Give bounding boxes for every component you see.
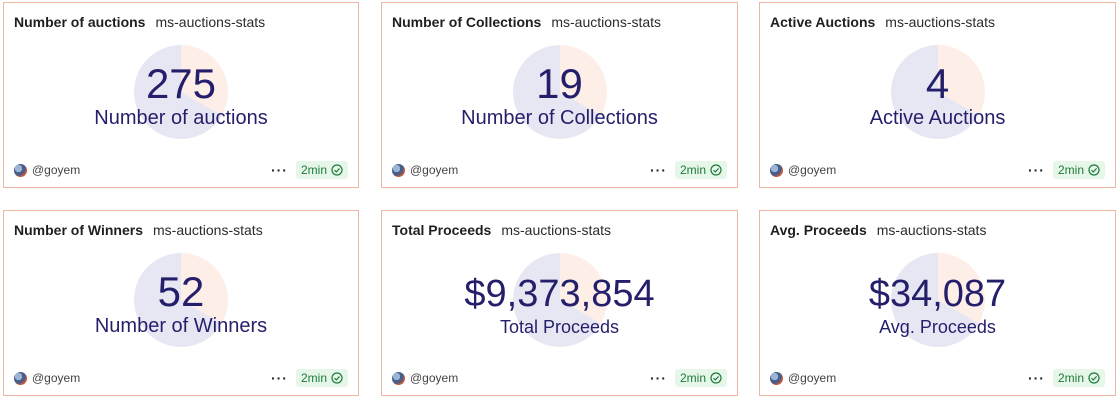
refresh-interval: 2min bbox=[679, 163, 706, 177]
metric-label: Total Proceeds bbox=[499, 317, 620, 337]
refresh-status-badge[interactable]: 2min bbox=[295, 161, 348, 179]
more-options-icon[interactable]: ··· bbox=[1027, 162, 1045, 178]
refresh-interval: 2min bbox=[300, 371, 327, 385]
refresh-interval: 2min bbox=[679, 371, 706, 385]
metric-label: Number of Collections bbox=[461, 107, 658, 129]
card-header: Active Auctions ms-auctions-stats bbox=[770, 14, 1105, 30]
card-footer-actions: ··· 2min bbox=[650, 161, 727, 179]
refresh-interval: 2min bbox=[1057, 163, 1084, 177]
card-title[interactable]: Number of auctions bbox=[14, 14, 146, 30]
value-backdrop-circle bbox=[512, 45, 607, 139]
stat-card-avg-proceeds[interactable]: Avg. Proceeds ms-auctions-stats $34,087 … bbox=[759, 210, 1116, 396]
avatar bbox=[392, 371, 405, 385]
avatar bbox=[770, 163, 783, 177]
metric-value: $34,087 bbox=[868, 273, 1007, 315]
check-circle-icon bbox=[331, 164, 343, 176]
value-backdrop-circle bbox=[134, 253, 228, 347]
metric-value: 52 bbox=[157, 268, 205, 315]
author-name: @goyem bbox=[788, 163, 837, 177]
check-circle-icon bbox=[1088, 372, 1100, 384]
card-footer-actions: ··· 2min bbox=[1028, 369, 1105, 387]
refresh-interval: 2min bbox=[1057, 371, 1084, 385]
more-options-icon[interactable]: ··· bbox=[649, 370, 667, 386]
card-footer-actions: ··· 2min bbox=[650, 369, 727, 387]
check-circle-icon bbox=[1088, 164, 1100, 176]
card-header: Total Proceeds ms-auctions-stats bbox=[392, 222, 727, 238]
refresh-status-badge[interactable]: 2min bbox=[674, 161, 727, 179]
metric-label: Number of auctions bbox=[94, 107, 268, 129]
card-subtitle[interactable]: ms-auctions-stats bbox=[876, 222, 987, 238]
metric-value: 19 bbox=[536, 60, 583, 107]
check-circle-icon bbox=[710, 372, 722, 384]
author-name: @goyem bbox=[32, 163, 81, 177]
value-backdrop-circle bbox=[512, 253, 607, 347]
card-title[interactable]: Active Auctions bbox=[770, 14, 876, 30]
card-header: Avg. Proceeds ms-auctions-stats bbox=[770, 222, 1105, 238]
card-author[interactable]: @goyem bbox=[392, 371, 458, 385]
stat-card-number-of-collections[interactable]: Number of Collections ms-auctions-stats … bbox=[381, 2, 738, 188]
author-name: @goyem bbox=[410, 163, 459, 177]
card-header: Number of Winners ms-auctions-stats bbox=[14, 222, 348, 238]
more-options-icon[interactable]: ··· bbox=[1027, 370, 1045, 386]
card-author[interactable]: @goyem bbox=[14, 163, 80, 177]
card-author[interactable]: @goyem bbox=[392, 163, 458, 177]
card-title[interactable]: Avg. Proceeds bbox=[770, 222, 867, 238]
card-footer-actions: ··· 2min bbox=[271, 161, 348, 179]
check-circle-icon bbox=[331, 372, 343, 384]
refresh-status-badge[interactable]: 2min bbox=[674, 369, 727, 387]
metric-label: Avg. Proceeds bbox=[879, 317, 996, 337]
refresh-status-badge[interactable]: 2min bbox=[295, 369, 348, 387]
metric-label: Active Auctions bbox=[869, 107, 1006, 129]
card-subtitle[interactable]: ms-auctions-stats bbox=[885, 14, 995, 30]
more-options-icon[interactable]: ··· bbox=[270, 162, 288, 178]
stat-card-number-of-auctions[interactable]: Number of auctions ms-auctions-stats 275… bbox=[3, 2, 359, 188]
more-options-icon[interactable]: ··· bbox=[270, 370, 288, 386]
value-backdrop-circle bbox=[134, 45, 228, 139]
card-footer-actions: ··· 2min bbox=[271, 369, 348, 387]
metric-label: Number of Winners bbox=[94, 315, 268, 337]
value-backdrop-circle bbox=[890, 45, 985, 139]
check-circle-icon bbox=[710, 164, 722, 176]
author-name: @goyem bbox=[788, 371, 837, 385]
stat-card-total-proceeds[interactable]: Total Proceeds ms-auctions-stats $9,373,… bbox=[381, 210, 738, 396]
card-header: Number of Collections ms-auctions-stats bbox=[392, 14, 727, 30]
metric-value: 4 bbox=[925, 60, 950, 107]
card-subtitle[interactable]: ms-auctions-stats bbox=[501, 222, 612, 238]
card-title[interactable]: Number of Collections bbox=[392, 14, 542, 30]
more-options-icon[interactable]: ··· bbox=[649, 162, 667, 178]
avatar bbox=[770, 371, 783, 385]
refresh-status-badge[interactable]: 2min bbox=[1052, 369, 1105, 387]
stat-card-active-auctions[interactable]: Active Auctions ms-auctions-stats 4 Acti… bbox=[759, 2, 1116, 188]
metric-value: $9,373,854 bbox=[464, 273, 655, 315]
card-subtitle[interactable]: ms-auctions-stats bbox=[155, 14, 266, 30]
card-author[interactable]: @goyem bbox=[14, 371, 80, 385]
metric-value: 275 bbox=[145, 60, 217, 107]
stat-card-number-of-winners[interactable]: Number of Winners ms-auctions-stats 52 N… bbox=[3, 210, 359, 396]
card-author[interactable]: @goyem bbox=[770, 371, 836, 385]
card-subtitle[interactable]: ms-auctions-stats bbox=[153, 222, 263, 238]
avatar bbox=[392, 163, 405, 177]
author-name: @goyem bbox=[32, 371, 81, 385]
card-title[interactable]: Number of Winners bbox=[14, 222, 143, 238]
author-name: @goyem bbox=[410, 371, 459, 385]
refresh-status-badge[interactable]: 2min bbox=[1052, 161, 1105, 179]
card-author[interactable]: @goyem bbox=[770, 163, 836, 177]
card-title[interactable]: Total Proceeds bbox=[392, 222, 492, 238]
refresh-interval: 2min bbox=[300, 163, 327, 177]
card-footer-actions: ··· 2min bbox=[1028, 161, 1105, 179]
value-backdrop-circle bbox=[890, 253, 985, 347]
avatar bbox=[14, 163, 27, 177]
card-subtitle[interactable]: ms-auctions-stats bbox=[551, 14, 662, 30]
avatar bbox=[14, 371, 27, 385]
card-header: Number of auctions ms-auctions-stats bbox=[14, 14, 348, 30]
